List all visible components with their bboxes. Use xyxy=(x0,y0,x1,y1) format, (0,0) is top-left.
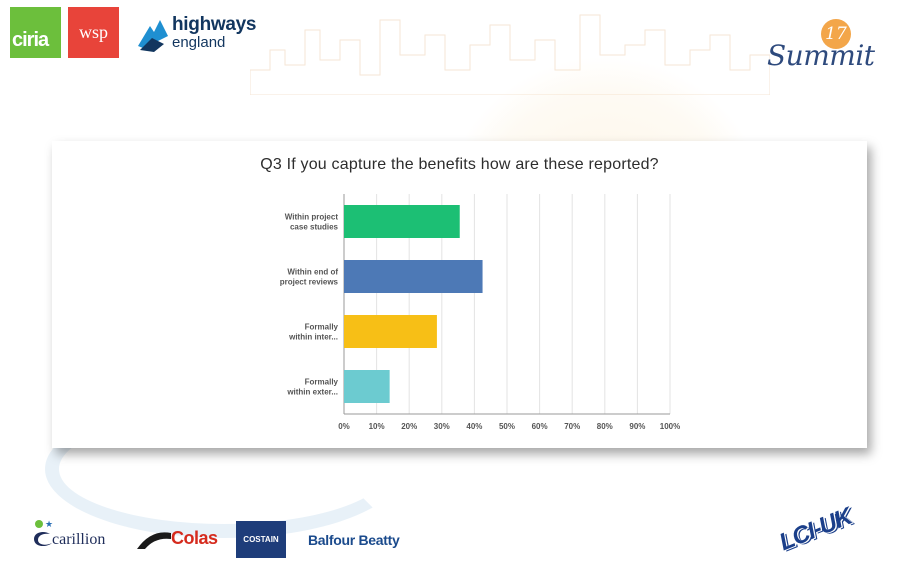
x-tick-label: 70% xyxy=(564,422,580,431)
x-tick-label: 20% xyxy=(401,422,417,431)
carillion-text: carillion xyxy=(52,531,106,548)
carillion-logo: ★ carillion xyxy=(30,517,130,553)
summit-17-logo: 17 Summit xyxy=(765,17,885,82)
x-tick-label: 80% xyxy=(597,422,613,431)
category-label-line: within inter... xyxy=(288,333,338,342)
chart-title: Q3 If you capture the benefits how are t… xyxy=(260,156,659,173)
colas-text: Colas xyxy=(171,528,218,548)
highways-text: highways xyxy=(172,14,257,35)
colas-icon xyxy=(137,532,171,549)
category-label-line: Formally xyxy=(305,378,339,387)
svg-text:★: ★ xyxy=(45,520,53,530)
category-label-line: project reviews xyxy=(280,278,339,287)
category-label-line: Within end of xyxy=(287,268,338,277)
category-label-line: Formally xyxy=(305,323,339,332)
category-label: Within end of project reviews xyxy=(280,268,339,287)
x-tick-label: 10% xyxy=(369,422,385,431)
category-label: Formally within exter... xyxy=(286,378,338,397)
lci-uk-logo: LCI-UK xyxy=(775,502,856,557)
x-tick-label: 50% xyxy=(499,422,515,431)
bar xyxy=(344,370,390,403)
balfour-beatty-logo: Balfour Beatty xyxy=(308,532,400,548)
x-tick-label: 0% xyxy=(338,422,350,431)
highways-england-logo: highways england xyxy=(136,14,261,54)
x-tick-label: 40% xyxy=(466,422,482,431)
ciria-logo: ciria xyxy=(10,7,61,58)
x-tick-label: 90% xyxy=(629,422,645,431)
wsp-logo: wsp xyxy=(68,7,119,58)
bar xyxy=(344,315,437,348)
england-text: england xyxy=(172,34,226,51)
costain-logo: COSTAIN xyxy=(236,521,286,558)
category-label: Within project case studies xyxy=(285,213,339,232)
category-label-line: within exter... xyxy=(286,388,338,397)
skyline-watermark xyxy=(250,14,770,95)
category-label: Formally within inter... xyxy=(288,323,338,342)
bar-chart: 0% 10% 20% 30% 40% 50% 60% 70% 80% 90% 100% Within … xyxy=(280,194,680,431)
category-label-line: Within project xyxy=(285,213,339,222)
x-tick-label: 30% xyxy=(434,422,450,431)
x-tick-label: 60% xyxy=(532,422,548,431)
highways-england-icon xyxy=(138,20,168,52)
colas-logo: Colas xyxy=(137,527,222,551)
bar xyxy=(344,205,460,238)
bar xyxy=(344,260,483,293)
carillion-icon: ★ xyxy=(34,520,53,547)
summit-number: 17 xyxy=(821,19,851,49)
x-tick-label: 100% xyxy=(660,422,680,431)
chart-card: Q3 If you capture the benefits how are t… xyxy=(52,141,867,448)
category-label-line: case studies xyxy=(290,223,339,232)
summit-text: Summit xyxy=(767,39,875,72)
